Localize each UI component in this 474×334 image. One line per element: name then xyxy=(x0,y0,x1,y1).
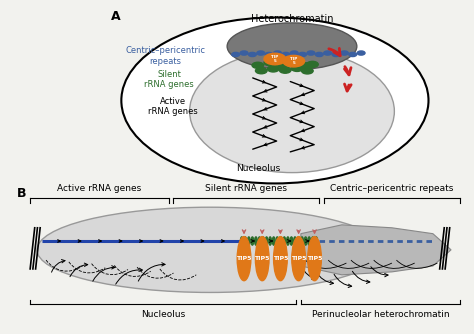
Circle shape xyxy=(282,52,290,56)
Circle shape xyxy=(257,51,264,55)
Ellipse shape xyxy=(121,17,428,183)
Circle shape xyxy=(265,52,273,56)
Circle shape xyxy=(264,53,286,65)
Circle shape xyxy=(252,62,264,68)
Circle shape xyxy=(315,237,318,245)
PathPatch shape xyxy=(301,225,451,275)
Text: Perinucleolar heterochromatin: Perinucleolar heterochromatin xyxy=(312,310,449,319)
Circle shape xyxy=(288,60,300,66)
Text: Centric–pericentric
repeats: Centric–pericentric repeats xyxy=(126,46,206,66)
Text: Silent
rRNA genes: Silent rRNA genes xyxy=(144,70,194,89)
Text: TIP
5: TIP 5 xyxy=(290,57,297,65)
Circle shape xyxy=(324,51,332,55)
Circle shape xyxy=(307,51,315,55)
Text: A: A xyxy=(111,10,121,23)
Circle shape xyxy=(280,237,282,245)
Circle shape xyxy=(283,237,286,245)
Circle shape xyxy=(251,237,254,245)
Circle shape xyxy=(311,237,314,245)
Circle shape xyxy=(255,237,257,245)
Circle shape xyxy=(307,61,318,67)
Circle shape xyxy=(262,237,264,245)
Circle shape xyxy=(258,237,261,245)
Circle shape xyxy=(308,236,321,281)
Circle shape xyxy=(315,52,323,56)
Circle shape xyxy=(340,51,348,55)
Circle shape xyxy=(273,236,287,281)
Circle shape xyxy=(276,62,288,68)
Circle shape xyxy=(264,59,275,66)
Circle shape xyxy=(240,237,243,245)
Circle shape xyxy=(349,52,356,56)
Text: TIP
5: TIP 5 xyxy=(271,55,279,63)
Ellipse shape xyxy=(37,207,383,293)
Text: Nucleolus: Nucleolus xyxy=(236,164,280,173)
Circle shape xyxy=(248,52,256,56)
Circle shape xyxy=(255,236,269,281)
Circle shape xyxy=(265,237,268,245)
Circle shape xyxy=(273,51,282,55)
Circle shape xyxy=(290,51,298,55)
Text: TIP5: TIP5 xyxy=(291,256,306,261)
Circle shape xyxy=(276,237,279,245)
Circle shape xyxy=(267,66,279,72)
Circle shape xyxy=(244,237,246,245)
Circle shape xyxy=(247,237,250,245)
Circle shape xyxy=(301,237,303,245)
Circle shape xyxy=(237,236,251,281)
Text: TIP5: TIP5 xyxy=(307,256,322,261)
Text: Active
rRNA genes: Active rRNA genes xyxy=(148,97,197,116)
Text: Silent rRNA genes: Silent rRNA genes xyxy=(205,183,287,192)
Circle shape xyxy=(357,51,365,55)
Circle shape xyxy=(240,51,248,55)
Circle shape xyxy=(279,67,291,73)
Circle shape xyxy=(299,52,307,56)
Circle shape xyxy=(292,236,305,281)
Text: Heterochromatin: Heterochromatin xyxy=(251,14,333,24)
Text: B: B xyxy=(17,187,26,200)
Circle shape xyxy=(273,237,275,245)
Text: TIP5: TIP5 xyxy=(273,256,288,261)
Circle shape xyxy=(255,68,267,74)
Text: Centric–pericentric repeats: Centric–pericentric repeats xyxy=(330,183,454,192)
Text: TIP5: TIP5 xyxy=(255,256,270,261)
Circle shape xyxy=(269,237,272,245)
Circle shape xyxy=(290,237,293,245)
Circle shape xyxy=(332,52,340,56)
Circle shape xyxy=(301,68,313,74)
Circle shape xyxy=(308,237,310,245)
Circle shape xyxy=(294,237,296,245)
Circle shape xyxy=(292,65,303,71)
Circle shape xyxy=(287,237,289,245)
Circle shape xyxy=(297,237,300,245)
Circle shape xyxy=(304,237,307,245)
Text: Nucleolus: Nucleolus xyxy=(141,310,185,319)
Ellipse shape xyxy=(227,23,357,70)
Circle shape xyxy=(300,63,311,69)
Ellipse shape xyxy=(190,50,394,173)
Circle shape xyxy=(283,55,305,67)
Text: TIP5: TIP5 xyxy=(236,256,252,261)
Circle shape xyxy=(232,52,239,56)
Text: Active rRNA genes: Active rRNA genes xyxy=(57,183,142,192)
